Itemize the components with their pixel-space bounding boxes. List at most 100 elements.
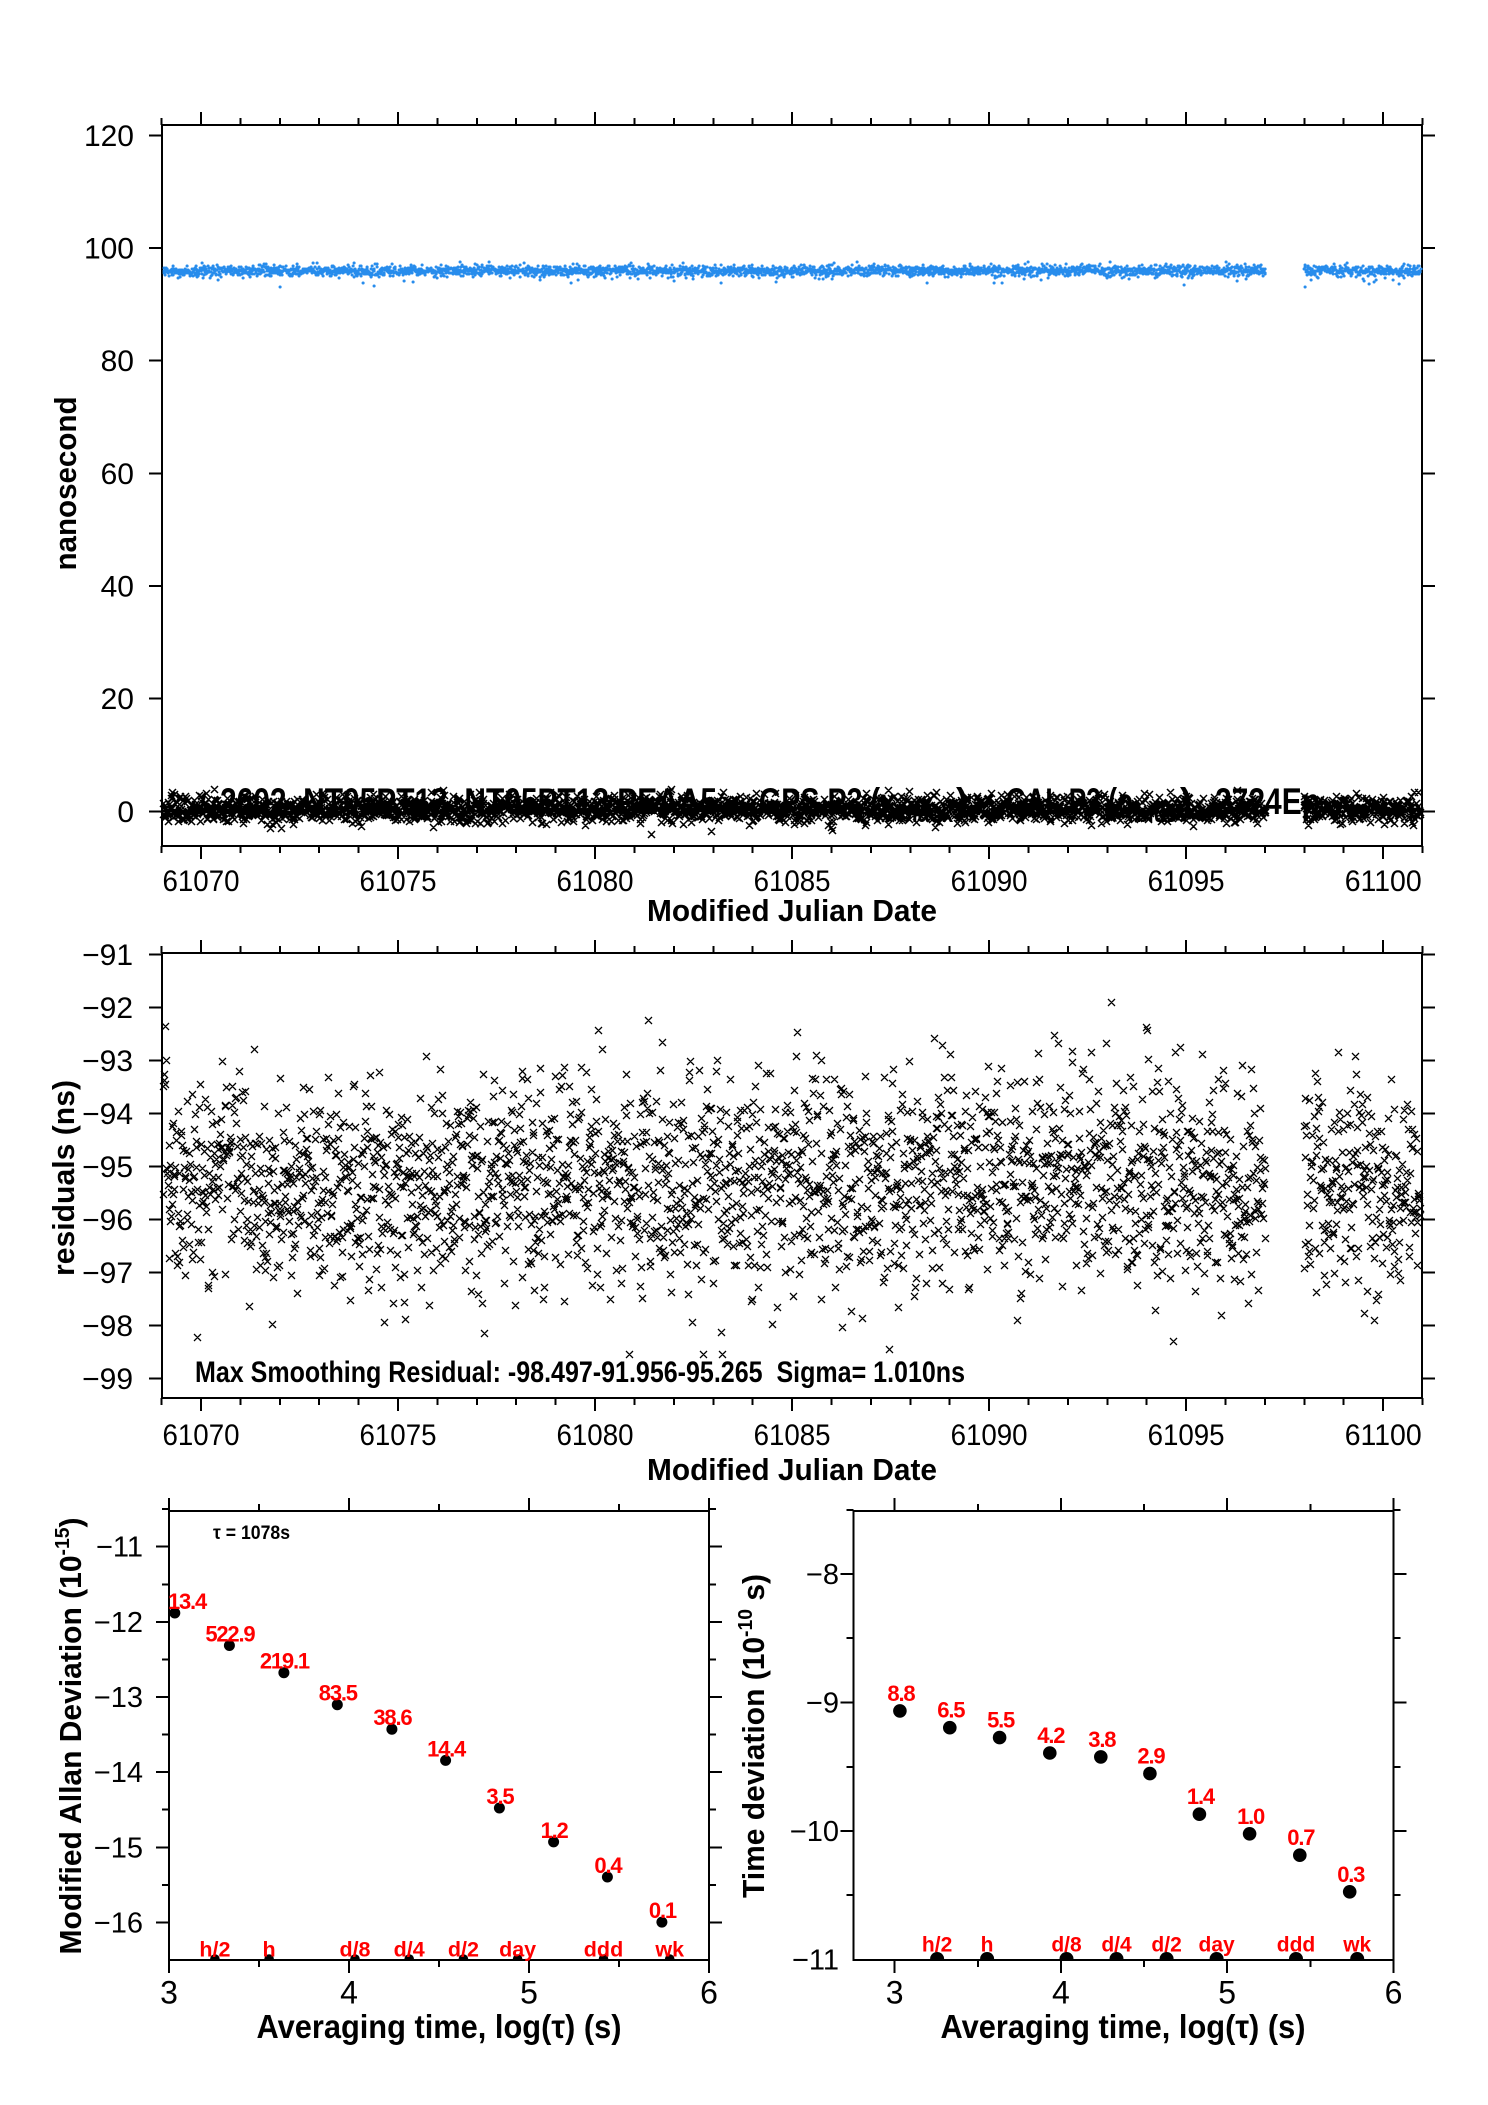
svg-text:3: 3 bbox=[886, 1975, 904, 2011]
svg-text:61090: 61090 bbox=[951, 1419, 1028, 1452]
svg-text:h: h bbox=[263, 1938, 276, 1962]
svg-text:−15: −15 bbox=[94, 1832, 143, 1864]
svg-text:d/8: d/8 bbox=[1051, 1934, 1082, 1957]
svg-text:8.8: 8.8 bbox=[887, 1681, 915, 1706]
svg-text:blue: blue bbox=[1136, 801, 1177, 828]
svg-text:0: 0 bbox=[117, 796, 134, 829]
svg-text:ddd: ddd bbox=[1277, 1934, 1315, 1957]
svg-text:83.5: 83.5 bbox=[319, 1681, 358, 1706]
svg-text:d/4: d/4 bbox=[394, 1938, 425, 1962]
svg-text:): ) bbox=[1180, 781, 1192, 822]
svg-text:5: 5 bbox=[1218, 1975, 1236, 2011]
svg-text:38.6: 38.6 bbox=[373, 1705, 412, 1730]
svg-text:−11: −11 bbox=[792, 1945, 839, 1977]
svg-text:h/2: h/2 bbox=[199, 1938, 230, 1962]
svg-text:40: 40 bbox=[101, 571, 134, 604]
svg-text:61080: 61080 bbox=[557, 1419, 634, 1452]
svg-text:61085: 61085 bbox=[754, 1419, 831, 1452]
svg-text:Modified Allan Deviation (10-1: Modified Allan Deviation (10-15) bbox=[52, 1518, 88, 1955]
svg-text:0.7: 0.7 bbox=[1287, 1825, 1315, 1850]
svg-text:Modified Julian Date: Modified Julian Date bbox=[647, 893, 937, 928]
svg-text:61085: 61085 bbox=[754, 865, 831, 898]
svg-text:−98: −98 bbox=[82, 1310, 133, 1343]
svg-text:61075: 61075 bbox=[360, 865, 437, 898]
svg-text:6.5: 6.5 bbox=[937, 1698, 965, 1723]
svg-text:0.1: 0.1 bbox=[649, 1898, 677, 1923]
svg-text:20: 20 bbox=[101, 683, 134, 716]
svg-text:13.4: 13.4 bbox=[168, 1589, 208, 1614]
svg-text:−11: −11 bbox=[96, 1532, 143, 1564]
svg-text:wk: wk bbox=[1342, 1934, 1371, 1957]
svg-text:1.4: 1.4 bbox=[1187, 1784, 1216, 1809]
svg-text:−9: −9 bbox=[806, 1688, 839, 1720]
svg-text:−14: −14 bbox=[94, 1757, 143, 1789]
svg-text:61080: 61080 bbox=[557, 865, 634, 898]
svg-text:black: black bbox=[899, 801, 954, 828]
svg-text:ddd: ddd bbox=[584, 1938, 623, 1962]
svg-text:0.3: 0.3 bbox=[1337, 1862, 1365, 1887]
svg-text:2602 NT05PT13 NT05PT13 PEAA5: 2602 NT05PT13 NT05PT13 PEAA5 bbox=[220, 781, 717, 822]
svg-text:1.2: 1.2 bbox=[541, 1818, 569, 1843]
svg-text:60: 60 bbox=[101, 458, 134, 491]
svg-text:6: 6 bbox=[1385, 1975, 1403, 2011]
svg-text:3.8: 3.8 bbox=[1088, 1727, 1116, 1752]
svg-text:−91: −91 bbox=[82, 939, 133, 972]
svg-text:d/2: d/2 bbox=[448, 1938, 479, 1962]
svg-text:80: 80 bbox=[101, 345, 134, 378]
svg-text:100: 100 bbox=[84, 233, 134, 266]
svg-text:120: 120 bbox=[84, 120, 134, 153]
svg-text:2724Ep: 2724Ep bbox=[1215, 781, 1320, 822]
svg-text:Averaging time, log(τ) (s): Averaging time, log(τ) (s) bbox=[941, 2008, 1306, 2045]
svg-text:61075: 61075 bbox=[360, 1419, 437, 1452]
svg-text:−97: −97 bbox=[82, 1257, 133, 1290]
svg-text:d/4: d/4 bbox=[1101, 1934, 1132, 1957]
svg-text:nanosecond: nanosecond bbox=[48, 397, 83, 571]
svg-text:−92: −92 bbox=[82, 992, 133, 1025]
svg-text:61090: 61090 bbox=[951, 865, 1028, 898]
svg-text:−95: −95 bbox=[82, 1151, 133, 1184]
svg-text:GAL P3 (o: GAL P3 (o bbox=[1006, 781, 1133, 822]
svg-text:61070: 61070 bbox=[163, 1419, 240, 1452]
svg-text:Averaging time, log(τ) (s): Averaging time, log(τ) (s) bbox=[257, 2008, 622, 2045]
svg-text:−13: −13 bbox=[94, 1682, 143, 1714]
svg-text:61100: 61100 bbox=[1345, 1419, 1422, 1452]
svg-text:4: 4 bbox=[1052, 1975, 1070, 2011]
svg-text:): ) bbox=[956, 781, 968, 822]
svg-text:2.9: 2.9 bbox=[1137, 1744, 1165, 1769]
svg-text:h: h bbox=[981, 1934, 994, 1957]
svg-text:14.4: 14.4 bbox=[427, 1736, 467, 1761]
svg-text:61100: 61100 bbox=[1345, 865, 1422, 898]
svg-text:4: 4 bbox=[340, 1975, 358, 2011]
svg-text:d/2: d/2 bbox=[1151, 1934, 1181, 1957]
svg-text:61095: 61095 bbox=[1148, 1419, 1225, 1452]
svg-text:−12: −12 bbox=[94, 1607, 143, 1639]
svg-text:−93: −93 bbox=[82, 1045, 133, 1078]
svg-text:d/8: d/8 bbox=[339, 1938, 370, 1962]
svg-text:−99: −99 bbox=[82, 1363, 133, 1396]
svg-text:Modified Julian Date: Modified Julian Date bbox=[647, 1452, 937, 1487]
svg-text:−16: −16 bbox=[94, 1907, 143, 1939]
svg-text:5.5: 5.5 bbox=[987, 1708, 1015, 1733]
svg-text:5: 5 bbox=[520, 1975, 538, 2011]
svg-text:61070: 61070 bbox=[163, 865, 240, 898]
svg-text:1.0: 1.0 bbox=[1237, 1804, 1265, 1829]
svg-text:GPS P3 (x: GPS P3 (x bbox=[759, 781, 896, 822]
svg-text:4.2: 4.2 bbox=[1037, 1723, 1065, 1748]
svg-text:day: day bbox=[1199, 1934, 1236, 1957]
svg-text:219.1: 219.1 bbox=[260, 1649, 310, 1674]
svg-text:522.9: 522.9 bbox=[205, 1622, 255, 1647]
svg-text:residuals (ns): residuals (ns) bbox=[46, 1080, 81, 1276]
svg-text:−96: −96 bbox=[82, 1204, 133, 1237]
svg-text:3: 3 bbox=[160, 1975, 178, 2011]
svg-text:−8: −8 bbox=[806, 1559, 839, 1591]
svg-text:Max Smoothing Residual: -98.49: Max Smoothing Residual: -98.497-91.956-9… bbox=[195, 1356, 965, 1389]
svg-text:0.4: 0.4 bbox=[594, 1853, 623, 1878]
svg-text:−10: −10 bbox=[790, 1816, 839, 1848]
svg-text:6: 6 bbox=[700, 1975, 718, 2011]
svg-text:τ = 1078s: τ = 1078s bbox=[213, 1523, 290, 1544]
svg-text:h/2: h/2 bbox=[922, 1934, 952, 1957]
svg-text:3.5: 3.5 bbox=[486, 1784, 514, 1809]
svg-text:−94: −94 bbox=[82, 1098, 133, 1131]
svg-text:61095: 61095 bbox=[1148, 865, 1225, 898]
svg-text:wk: wk bbox=[654, 1938, 684, 1962]
